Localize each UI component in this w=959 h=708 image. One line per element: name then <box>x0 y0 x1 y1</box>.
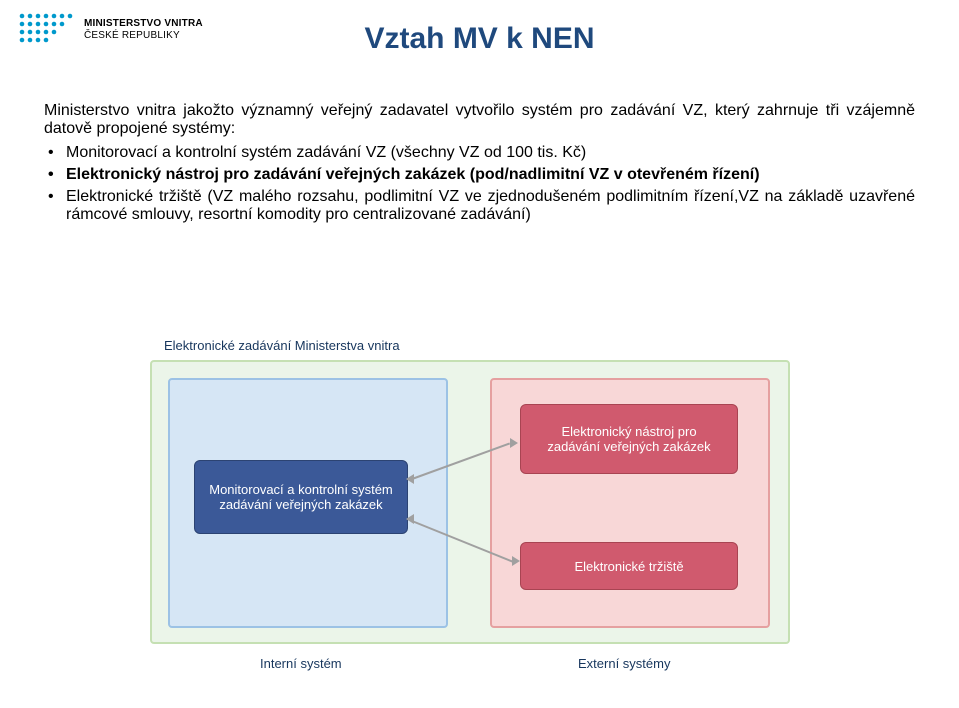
arrow-head-icon <box>406 514 414 524</box>
marketplace-box: Elektronické tržiště <box>520 542 738 590</box>
bullet-item: Monitorovací a kontrolní systém zadávání… <box>44 144 915 162</box>
monitoring-box: Monitorovací a kontrolní systém zadávání… <box>194 460 408 534</box>
bullet-list: Monitorovací a kontrolní systém zadávání… <box>44 144 915 224</box>
arrow-head-icon <box>512 556 520 566</box>
page-title: Vztah MV k NEN <box>0 22 959 56</box>
systems-diagram: Elektronické zadávání Ministerstva vnitr… <box>150 332 790 692</box>
bullet-item: Elektronické tržiště (VZ malého rozsahu,… <box>44 188 915 224</box>
main-content: Ministerstvo vnitra jakožto významný veř… <box>0 94 959 224</box>
bullet-item: Elektronický nástroj pro zadávání veřejn… <box>44 166 915 184</box>
left-panel-label: Interní systém <box>260 656 342 671</box>
intro-paragraph: Ministerstvo vnitra jakožto významný veř… <box>44 102 915 138</box>
diagram-outer-label: Elektronické zadávání Ministerstva vnitr… <box>164 338 400 353</box>
arrow-head-icon <box>406 474 414 484</box>
arrow-head-icon <box>510 438 518 448</box>
etool-box: Elektronický nástroj pro zadávání veřejn… <box>520 404 738 474</box>
right-panel-label: Externí systémy <box>578 656 670 671</box>
